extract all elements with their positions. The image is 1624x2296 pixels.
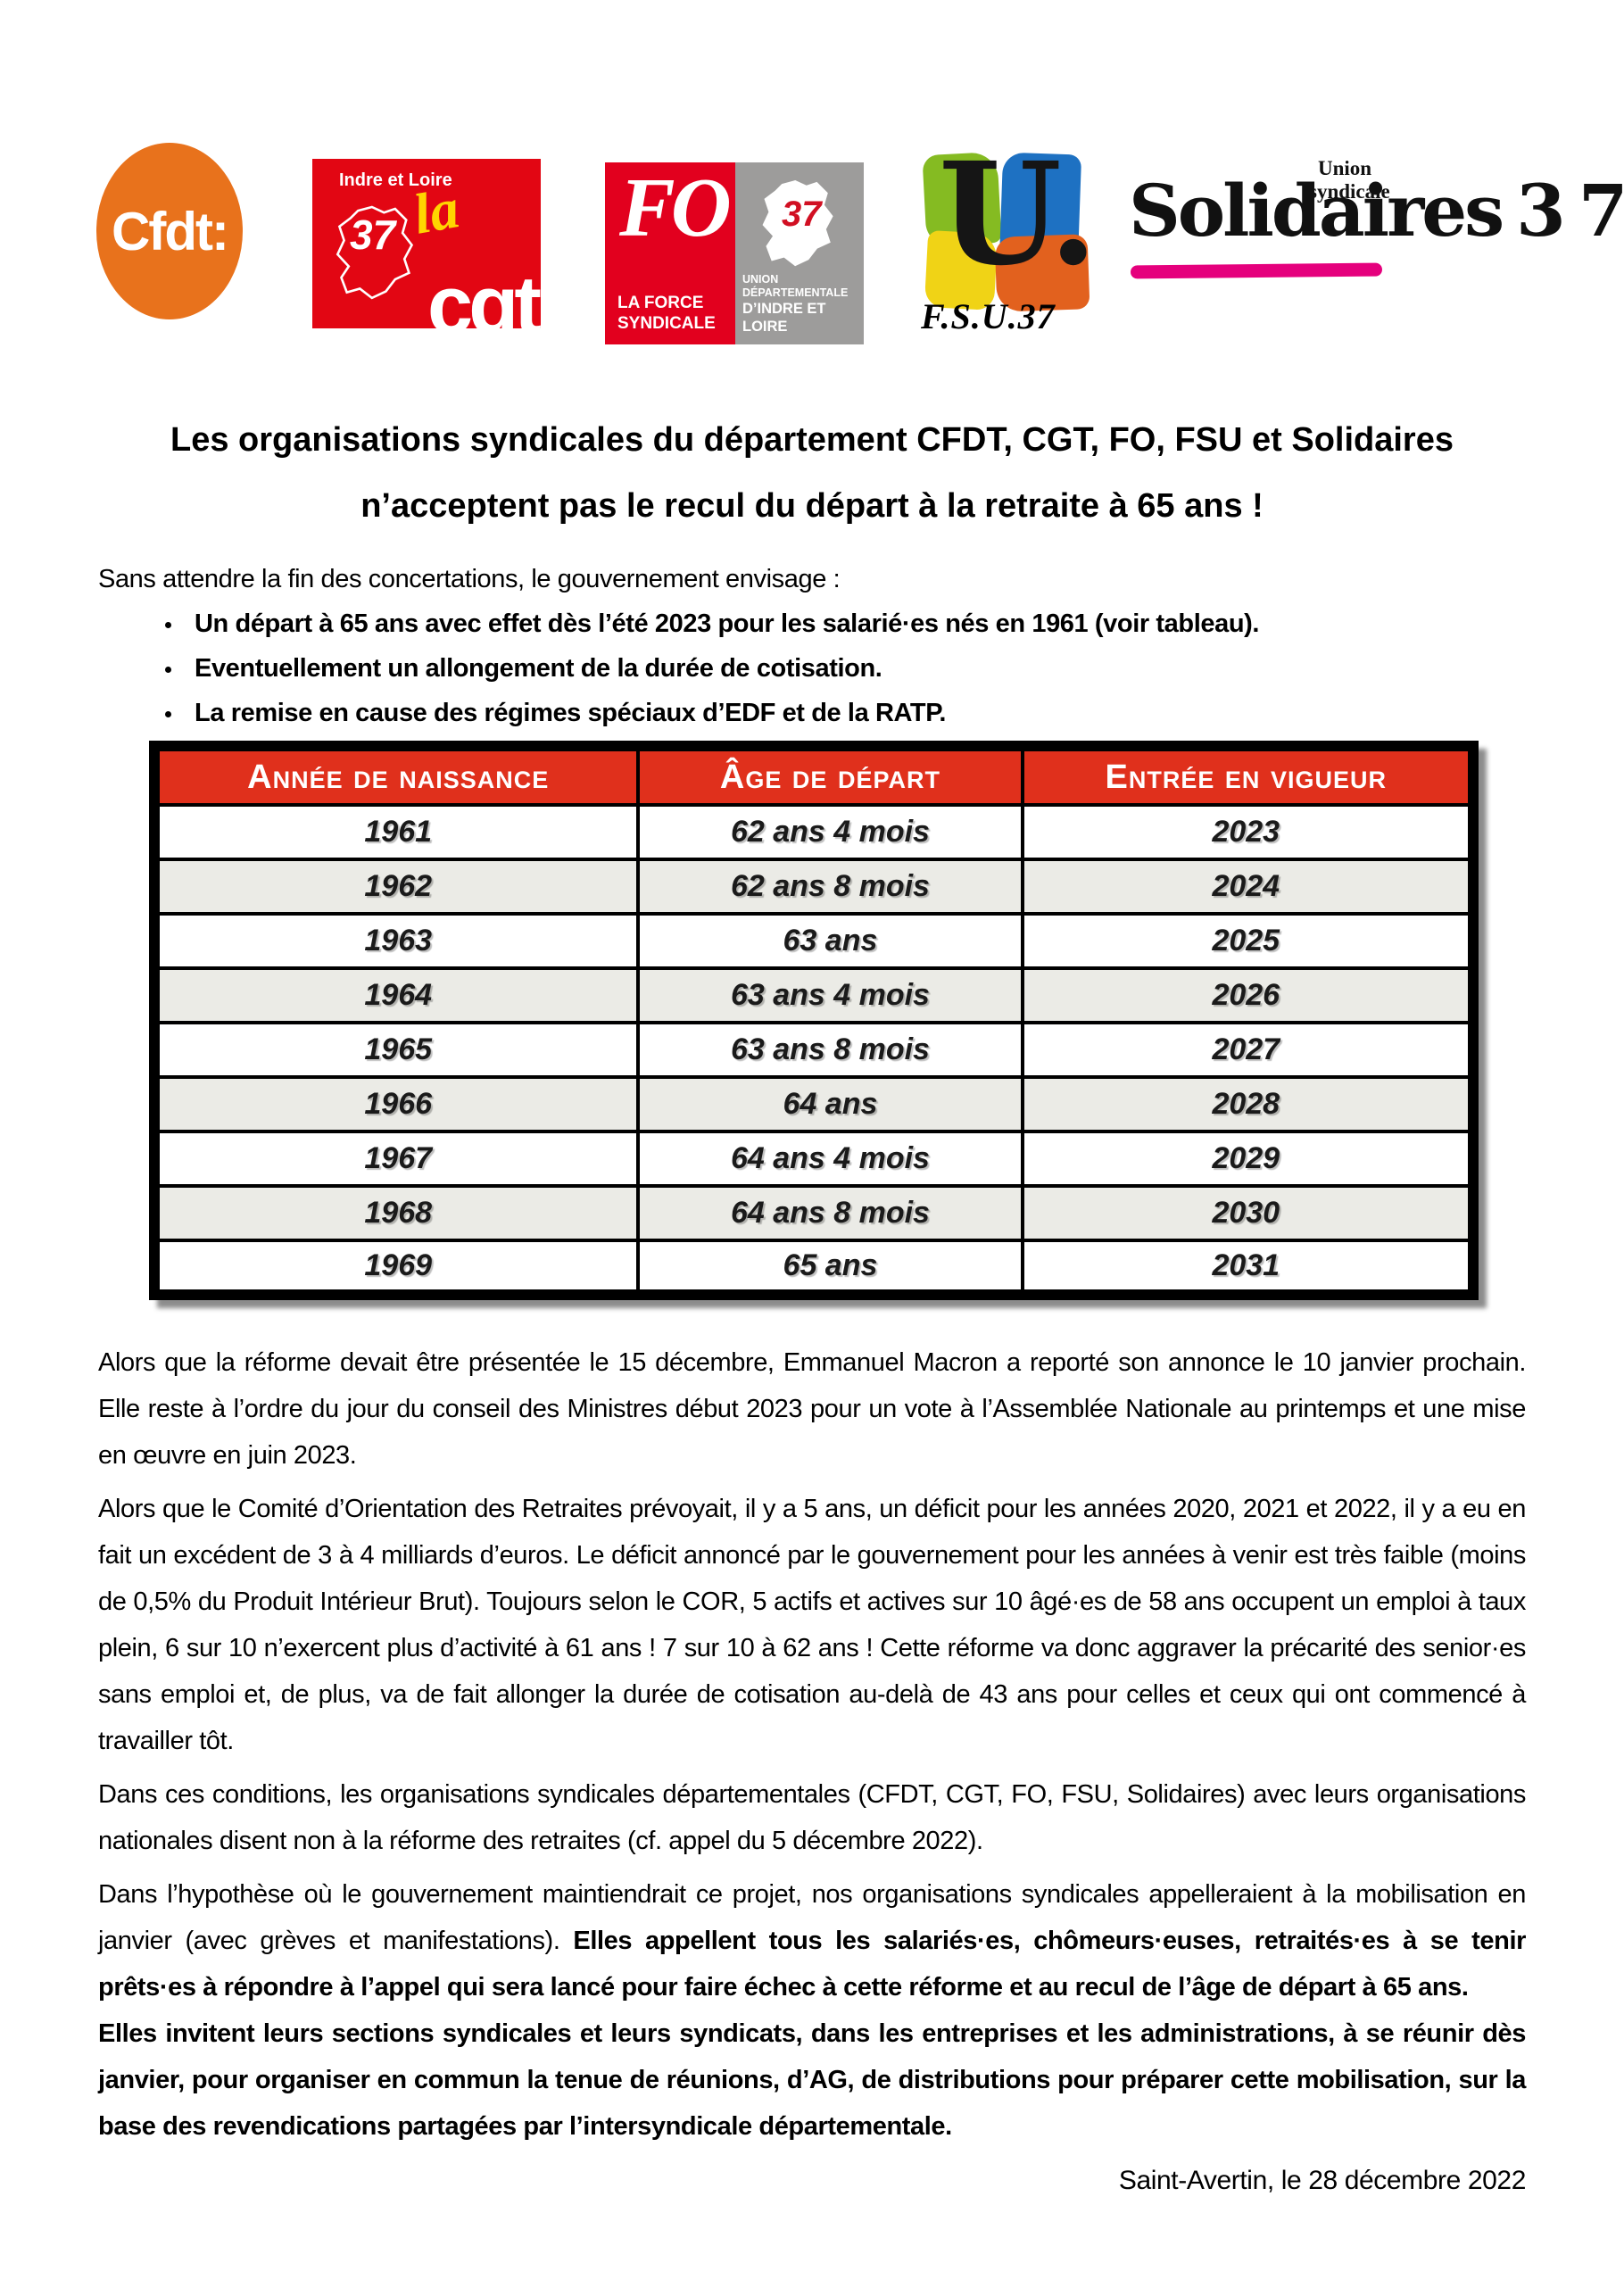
fo-tagline-line1: LA FORCE <box>617 294 704 312</box>
solidaires-union-line1: Union <box>1318 157 1372 179</box>
cfdt-logo-text: Cfdt: <box>112 201 229 261</box>
indre-et-loire-map-outline-icon <box>336 205 414 300</box>
solidaires-union-syndicale: Union syndicale <box>1309 157 1390 203</box>
table-cell: 1968 <box>152 1184 641 1242</box>
column-header-effective-date: Entrée en vigueur <box>1020 744 1476 807</box>
table-cell: 2029 <box>1020 1130 1476 1188</box>
fsu-logo-text: F.S.U.37 <box>921 296 1056 336</box>
paragraph-invitation: Elles invitent leurs sections syndicales… <box>98 2019 1526 2141</box>
retirement-table-header: Année de naissance Âge de départ Entrée … <box>152 744 1476 807</box>
table-row: 1968 64 ans 8 mois 2030 <box>152 1184 1476 1242</box>
fo-ud-line2: D’INDRE ET LOIRE <box>742 301 826 335</box>
table-cell: 64 ans 4 mois <box>636 1130 1024 1188</box>
retirement-table-body: 1961 62 ans 4 mois 2023 1962 62 ans 8 mois 20… <box>152 803 1476 1297</box>
cgt-logo: Indre et Loire 37 la cgt <box>312 159 541 328</box>
paragraph-mobilisation-normal: Dans l’hypothèse où le gouvernement main… <box>98 1880 1526 1955</box>
measures-bullet-list: Un départ à 65 ans avec effet dès l’été … <box>98 601 1526 735</box>
dateline: Saint-Avertin, le 28 décembre 2022 <box>1118 2166 1527 2195</box>
table-row: 1966 64 ans 2028 <box>152 1075 1476 1133</box>
table-cell: 62 ans 4 mois <box>636 803 1024 861</box>
table-cell: 63 ans 8 mois <box>636 1021 1024 1079</box>
cgt-dept-number: 37 <box>350 211 396 258</box>
table-cell: 1962 <box>152 858 641 916</box>
table-cell: 1961 <box>152 803 641 861</box>
cgt-logo-text: cgt <box>427 260 541 328</box>
table-cell: 63 ans 4 mois <box>636 966 1024 1024</box>
column-header-departure-age: Âge de départ <box>636 744 1024 807</box>
table-cell: 2031 <box>1020 1239 1476 1297</box>
bullet-item-3: La remise en cause des régimes spéciaux … <box>184 691 1526 735</box>
indre-et-loire-map-icon <box>762 180 833 267</box>
table-cell: 63 ans <box>636 912 1024 970</box>
table-row: 1961 62 ans 4 mois 2023 <box>152 803 1476 861</box>
page-title: Les organisations syndicales du départem… <box>98 407 1526 539</box>
fo-logo-gray-panel: 37 UNION DÉPARTEMENTALE D’INDRE ET LOIRE <box>735 162 864 344</box>
table-cell: 62 ans 8 mois <box>636 858 1024 916</box>
table-cell: 2027 <box>1020 1021 1476 1079</box>
solidaires-dept-number: 37 <box>1516 169 1624 253</box>
paragraph-mobilisation-bold: Elles appellent tous les salariés·es, ch… <box>98 1927 1527 2002</box>
table-cell: 64 ans 8 mois <box>636 1184 1024 1242</box>
cfdt-logo: Cfdt: <box>96 143 243 319</box>
table-row: 1963 63 ans 2025 <box>152 912 1476 970</box>
table-cell: 1964 <box>152 966 641 1024</box>
cgt-region-label: Indre et Loire <box>339 170 452 190</box>
table-cell: 2023 <box>1020 803 1476 861</box>
table-row: 1969 65 ans 2031 <box>152 1239 1476 1297</box>
table-cell: 2026 <box>1020 966 1476 1024</box>
table-cell: 1966 <box>152 1075 641 1133</box>
table-cell: 2028 <box>1020 1075 1476 1133</box>
fo-logo-text: FO <box>619 162 732 254</box>
retirement-table-wrapper: Année de naissance Âge de départ Entrée … <box>149 741 1479 1300</box>
table-cell: 1967 <box>152 1130 641 1188</box>
paragraph-mobilisation: Dans l’hypothèse où le gouvernement main… <box>98 1871 1526 2010</box>
fo-tagline: LA FORCE SYNDICALE <box>617 293 716 334</box>
table-cell: 2025 <box>1020 912 1476 970</box>
fo-tagline-line2: SYNDICALE <box>617 314 716 333</box>
table-row: 1965 63 ans 8 mois 2027 <box>152 1021 1476 1079</box>
solidaires-logo-text: Solidaires 37 <box>1129 175 1624 246</box>
fsu-monogram: U. <box>939 132 1098 297</box>
solidaires-wordmark: Solidaires <box>1129 169 1504 253</box>
fo-ud-line1: UNION DÉPARTEMENTALE <box>742 273 849 299</box>
table-row: 1967 64 ans 4 mois 2029 <box>152 1130 1476 1188</box>
fo-dept-number: 37 <box>782 195 822 234</box>
column-header-birth-year: Année de naissance <box>152 744 641 807</box>
fo-logo: FO LA FORCE SYNDICALE 37 UNION DÉPARTEME… <box>605 162 864 344</box>
page-title-line1: Les organisations syndicales du départem… <box>170 421 1454 459</box>
intro-paragraph: Sans attendre la fin des concertations, … <box>98 565 841 593</box>
table-cell: 2030 <box>1020 1184 1476 1242</box>
table-cell: 64 ans <box>636 1075 1024 1133</box>
table-cell: 65 ans <box>636 1239 1024 1297</box>
paragraph-reform-announcement: Alors que la réforme devait être présent… <box>98 1348 1526 1470</box>
solidaires-logo: Union syndicale Solidaires 37 <box>1129 152 1624 303</box>
table-row: 1964 63 ans 4 mois 2026 <box>152 966 1476 1024</box>
table-cell: 1965 <box>152 1021 641 1079</box>
bullet-item-2: Eventuellement un allongement de la duré… <box>184 646 1526 691</box>
solidaires-pink-underline <box>1130 262 1383 279</box>
table-cell: 1963 <box>152 912 641 970</box>
table-cell: 1969 <box>152 1239 641 1297</box>
page-title-line2: n’acceptent pas le recul du départ à la … <box>360 487 1264 525</box>
retirement-table: Année de naissance Âge de départ Entrée … <box>149 741 1479 1300</box>
bullet-item-1: Un départ à 65 ans avec effet dès l’été … <box>184 601 1526 646</box>
solidaires-union-line2: syndicale <box>1309 180 1390 203</box>
table-row: 1962 62 ans 8 mois 2024 <box>152 858 1476 916</box>
fo-logo-red-panel: FO LA FORCE SYNDICALE <box>605 162 735 344</box>
fo-union-departementale: UNION DÉPARTEMENTALE D’INDRE ET LOIRE <box>742 273 864 336</box>
paragraph-cor-deficit: Alors que le Comité d’Orientation des Re… <box>98 1495 1526 1755</box>
table-cell: 2024 <box>1020 858 1476 916</box>
logo-strip: Cfdt: Indre et Loire 37 la cgt FO LA FOR… <box>0 0 1624 350</box>
paragraph-unions-say-no: Dans ces conditions, les organisations s… <box>98 1780 1526 1855</box>
fsu-logo: U. F.S.U.37 <box>921 132 1098 336</box>
